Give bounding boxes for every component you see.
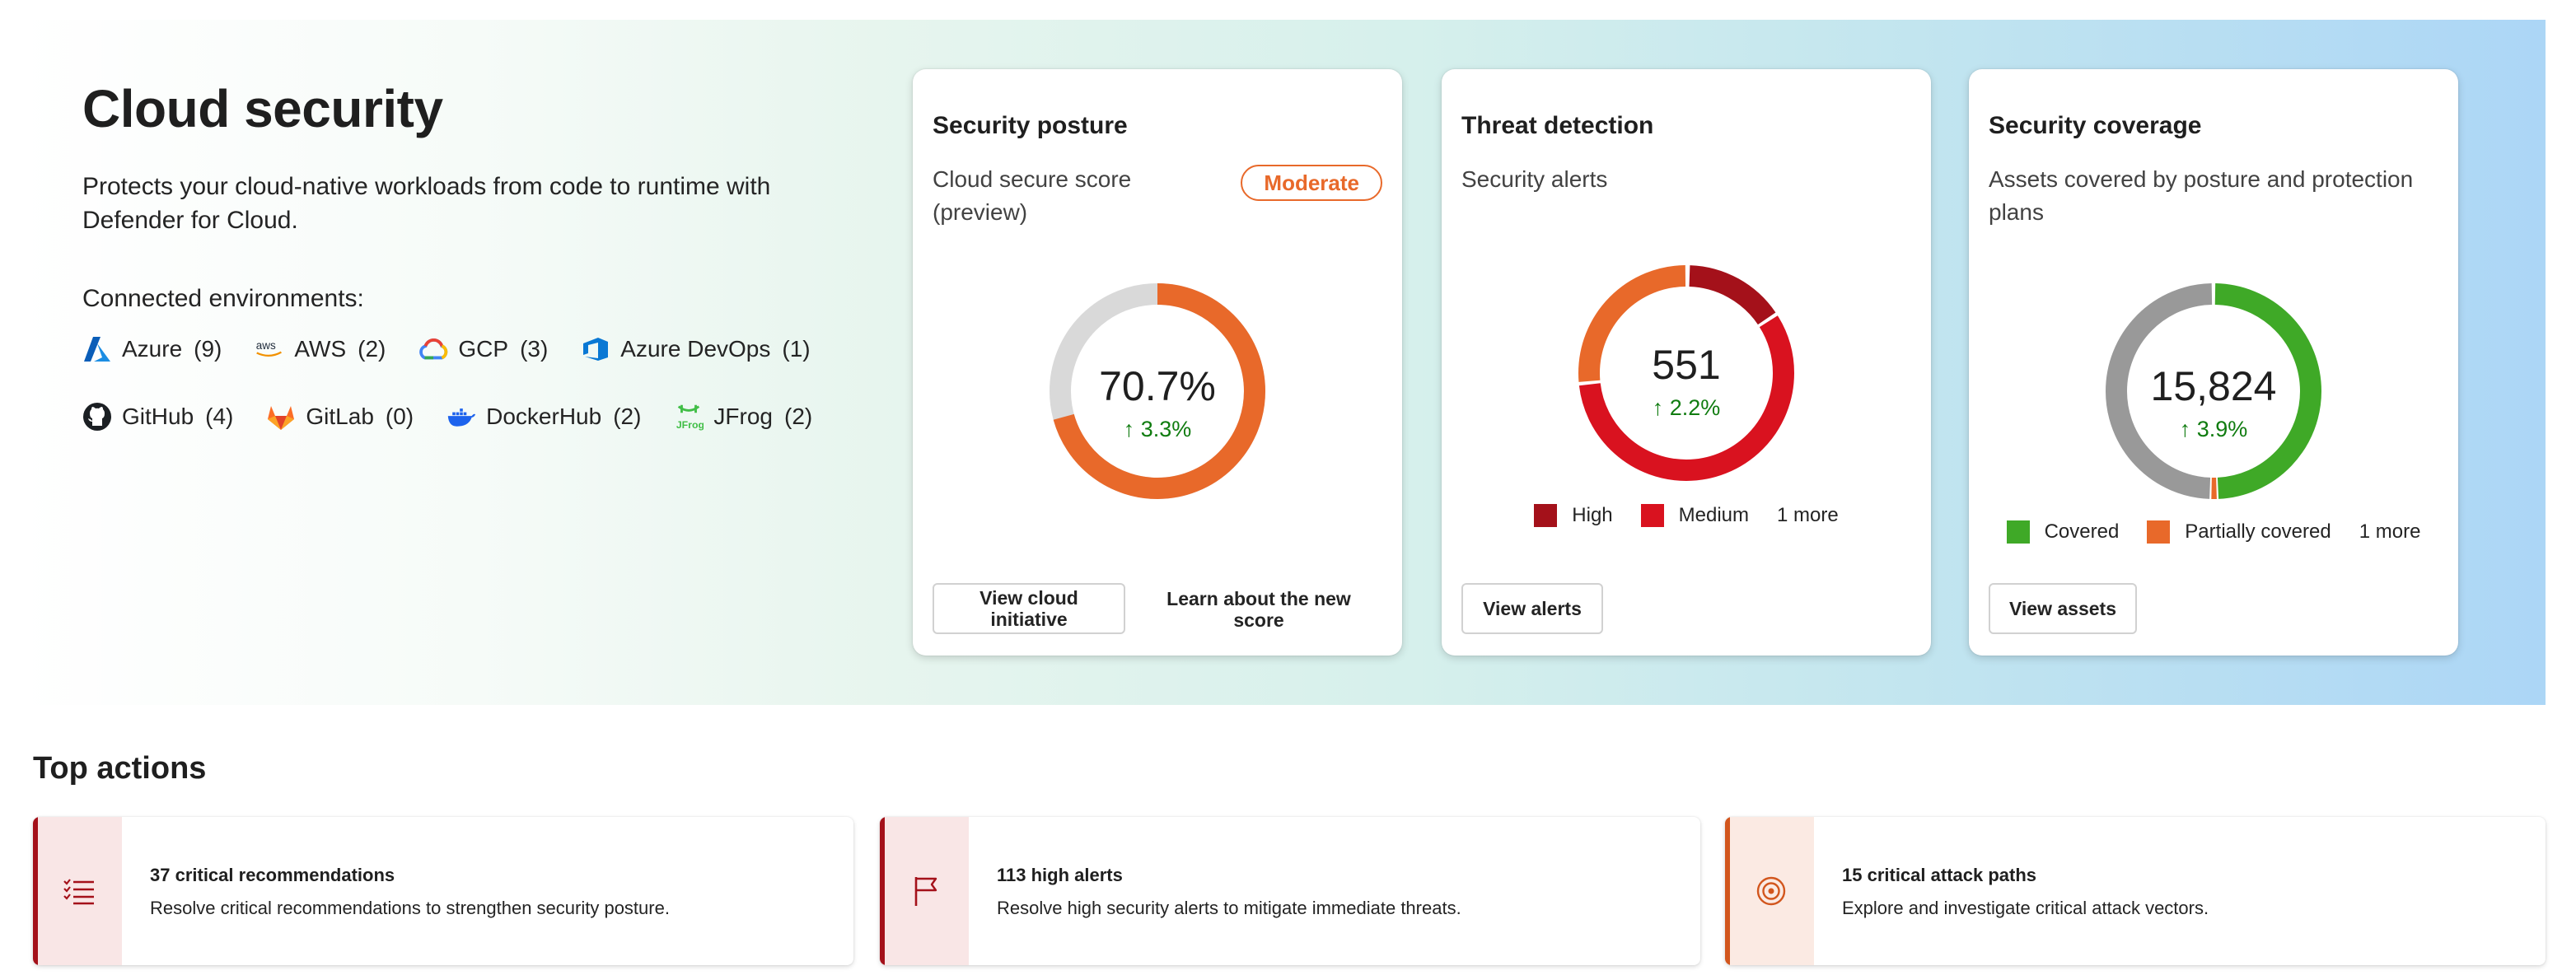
env-aws[interactable]: aws AWS (2): [255, 334, 386, 364]
action-description: Resolve critical recommendations to stre…: [150, 898, 670, 918]
alerts-delta: ↑ 2.2%: [1652, 395, 1721, 420]
security-coverage-card: Security coverage Assets covered by post…: [1969, 69, 2458, 656]
action-heading: 37 critical recommendations: [150, 865, 395, 885]
secure-score-value: 70.7%: [1099, 363, 1216, 409]
coverage-donut: 15,824 ↑ 3.9%: [2102, 280, 2325, 502]
github-icon: [82, 402, 112, 432]
intro-section: Cloud security Protects your cloud-nativ…: [82, 82, 873, 313]
card-description: Cloud secure score (preview): [933, 166, 1132, 225]
coverage-legend: Covered Partially covered 1 more: [1969, 520, 2458, 544]
view-alerts-button[interactable]: View alerts: [1461, 583, 1603, 634]
secure-score-delta: ↑ 3.3%: [1123, 417, 1192, 441]
env-jfrog[interactable]: JFrog JFrog (2): [674, 402, 812, 432]
view-assets-button[interactable]: View assets: [1989, 583, 2137, 634]
action-heading: 15 critical attack paths: [1842, 865, 2037, 885]
jfrog-icon: JFrog: [674, 402, 704, 432]
list-icon: [63, 875, 96, 908]
page-subtitle: Protects your cloud-native workloads fro…: [82, 173, 771, 234]
card-title: Threat detection: [1461, 112, 1654, 139]
azure-icon: [82, 334, 112, 364]
donut-segment-medium: [1578, 265, 1794, 481]
legend-more[interactable]: 1 more: [1777, 504, 1839, 526]
legend-item-medium[interactable]: Medium: [1640, 504, 1749, 527]
card-title: Security coverage: [1989, 112, 2202, 139]
learn-new-score-link[interactable]: Learn about the new score: [1166, 588, 1351, 631]
action-card-high-alerts[interactable]: 113 high alerts Resolve high security al…: [880, 817, 1700, 965]
donut-score-arc: [1050, 283, 1265, 499]
env-github[interactable]: GitHub (4): [82, 402, 233, 432]
legend-item-partially-covered[interactable]: Partially covered: [2147, 520, 2331, 544]
card-title: Security posture: [933, 112, 1128, 139]
top-actions-title: Top actions: [33, 751, 207, 786]
action-description: Explore and investigate critical attack …: [1842, 898, 2209, 918]
env-azure-devops[interactable]: Azure DevOps (1): [581, 334, 811, 364]
env-gcp[interactable]: GCP (3): [418, 334, 548, 364]
action-heading: 113 high alerts: [997, 865, 1123, 885]
alerts-value: 551: [1652, 342, 1721, 388]
aws-icon: aws: [255, 334, 284, 364]
connected-environments: Azure (9) aws AWS (2) GCP (3) Azure DevO…: [82, 333, 873, 468]
flag-icon: [909, 875, 942, 908]
alerts-legend: High Medium 1 more: [1442, 504, 1931, 527]
svg-text:JFrog: JFrog: [676, 419, 704, 431]
legend-item-covered[interactable]: Covered: [2006, 520, 2119, 544]
threat-detection-card: Threat detection Security alerts 551 ↑ 2…: [1442, 69, 1931, 656]
view-cloud-initiative-button[interactable]: View cloud initiative: [933, 583, 1125, 634]
card-description: Security alerts: [1461, 166, 1608, 192]
security-posture-card: Security posture Cloud secure score (pre…: [913, 69, 1402, 656]
page-title: Cloud security: [82, 79, 443, 138]
action-card-attack-paths[interactable]: 15 critical attack paths Explore and inv…: [1725, 817, 2546, 965]
gcp-icon: [418, 334, 448, 364]
env-dockerhub[interactable]: DockerHub (2): [446, 402, 641, 432]
azure-devops-icon: [581, 334, 610, 364]
action-description: Resolve high security alerts to mitigate…: [997, 898, 1461, 918]
svg-text:aws: aws: [256, 339, 276, 352]
env-azure[interactable]: Azure (9): [82, 334, 222, 364]
assets-delta: ↑ 3.9%: [2179, 417, 2248, 441]
donut-segment-not-covered: [2106, 283, 2321, 499]
gitlab-icon: [266, 402, 296, 432]
environments-label: Connected environments:: [82, 285, 364, 312]
dockerhub-icon: [446, 402, 476, 432]
assets-value: 15,824: [2150, 363, 2277, 409]
target-icon: [1755, 875, 1788, 908]
card-description: Assets covered by posture and protection…: [1989, 166, 2414, 225]
legend-more[interactable]: 1 more: [2359, 520, 2421, 543]
donut-segment-partial: [2106, 283, 2321, 499]
legend-item-high[interactable]: High: [1534, 504, 1613, 527]
status-badge: Moderate: [1241, 165, 1382, 201]
action-card-recommendations[interactable]: 37 critical recommendations Resolve crit…: [33, 817, 853, 965]
secure-score-donut: 70.7% ↑ 3.3%: [1046, 280, 1269, 502]
donut-segment-low: [1578, 265, 1794, 481]
security-alerts-donut: 551 ↑ 2.2%: [1575, 262, 1798, 484]
env-gitlab[interactable]: GitLab (0): [266, 402, 414, 432]
donut-segment-covered: [2106, 283, 2321, 499]
